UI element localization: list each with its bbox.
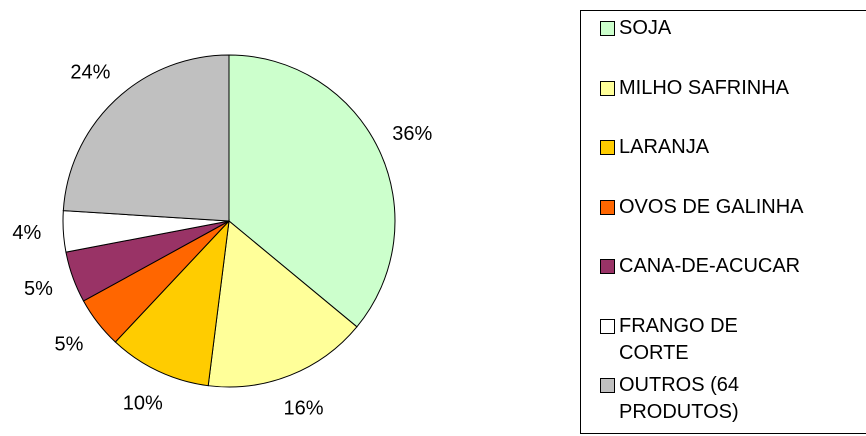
legend-swatch — [600, 140, 615, 155]
legend-label: FRANGO DE CORTE — [619, 314, 738, 364]
legend: SOJA MILHO SAFRINHA LARANJA OVOS DE GALINHA… — [580, 10, 866, 434]
data-label: 5% — [24, 278, 53, 300]
legend-swatch — [600, 318, 615, 334]
legend-label: CANA-DE-ACUCAR — [619, 255, 801, 277]
legend-swatch — [600, 378, 615, 393]
data-label: 24% — [70, 62, 110, 84]
data-label: 4% — [12, 222, 41, 244]
legend-item: LARANJA — [600, 134, 709, 161]
legend-item: OVOS DE GALINHA — [600, 194, 804, 221]
pie-slice — [62, 54, 230, 222]
legend-label: SOJA — [619, 17, 672, 39]
pie-slice — [228, 54, 396, 328]
legend-item: MILHO SAFRINHA — [600, 75, 789, 102]
data-label: 36% — [392, 123, 432, 145]
legend-label: OVOS DE GALINHA — [619, 195, 804, 218]
legend-swatch — [600, 259, 615, 274]
data-label: 10% — [123, 393, 163, 415]
legend-swatch — [600, 80, 615, 96]
legend-label: LARANJA — [619, 136, 710, 158]
legend-label: MILHO SAFRINHA — [619, 76, 790, 99]
legend-label: OUTROS (64 PRODUTOS) — [619, 374, 740, 423]
legend-item: CANA-DE-ACUCAR — [600, 253, 800, 280]
legend-item: FRANGO DE CORTE — [600, 313, 769, 367]
pie-slice — [207, 220, 358, 388]
legend-item: SOJA — [600, 15, 671, 42]
data-label: 5% — [55, 333, 84, 355]
legend-item: OUTROS (64 PRODUTOS) — [600, 372, 769, 426]
data-label: 16% — [284, 398, 324, 420]
legend-swatch — [600, 199, 615, 215]
pie-slice — [114, 219, 230, 387]
legend-swatch — [600, 21, 615, 36]
